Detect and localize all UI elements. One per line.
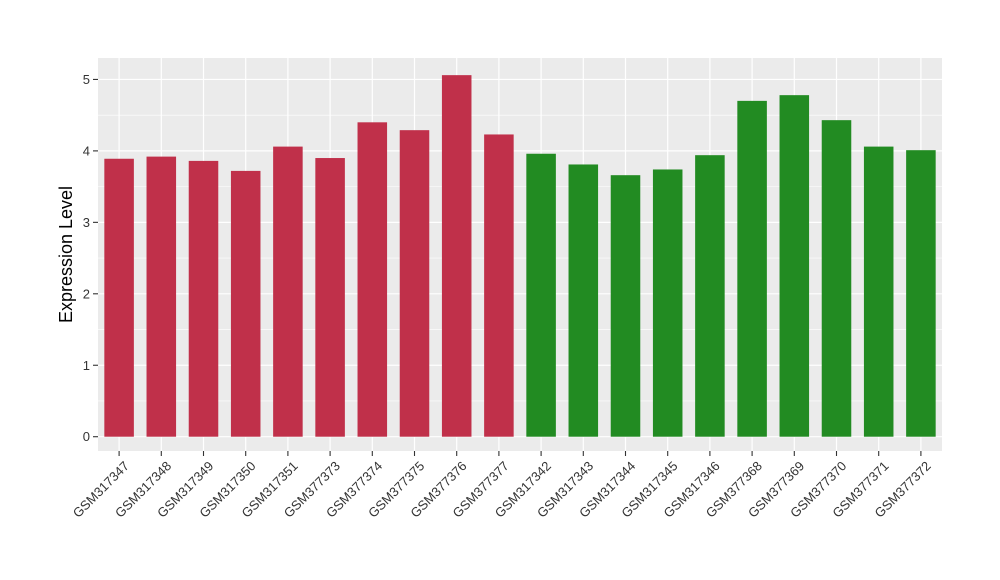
y-tick-label: 1 <box>83 358 90 373</box>
bar-gsm377369 <box>779 95 810 437</box>
x-axis: GSM317347GSM317348GSM317349GSM317350GSM3… <box>70 451 934 521</box>
bar-gsm377372 <box>906 150 936 437</box>
bar-gsm377377 <box>484 134 514 437</box>
y-axis: 0 1 2 3 4 5 <box>83 72 98 444</box>
bar-gsm317344 <box>610 175 641 437</box>
bar-gsm377376 <box>441 75 472 437</box>
bar-gsm317349 <box>188 160 219 437</box>
bar-gsm377368 <box>737 100 767 437</box>
bar-gsm317346 <box>695 155 725 437</box>
plot-panel <box>98 58 942 451</box>
bar-gsm317348 <box>146 156 177 437</box>
bar-gsm377370 <box>821 120 852 437</box>
bar-gsm377374 <box>357 122 388 437</box>
bar-gsm317343 <box>568 164 599 437</box>
bar-gsm377375 <box>399 130 430 437</box>
bar-gsm317350 <box>230 170 261 437</box>
y-tick-label: 5 <box>83 72 90 87</box>
y-tick-label: 4 <box>83 143 90 158</box>
bar-gsm377373 <box>315 158 345 437</box>
bar-gsm377371 <box>863 146 894 437</box>
bar-gsm317347 <box>104 158 134 437</box>
y-tick-label: 2 <box>83 286 90 301</box>
bar-gsm317345 <box>652 169 683 437</box>
bar-gsm317342 <box>526 153 556 437</box>
bars <box>104 75 936 437</box>
y-axis-title: Expression Level <box>56 186 76 323</box>
y-tick-label: 3 <box>83 215 90 230</box>
bar-gsm317351 <box>273 146 303 437</box>
y-tick-label: 0 <box>83 429 90 444</box>
